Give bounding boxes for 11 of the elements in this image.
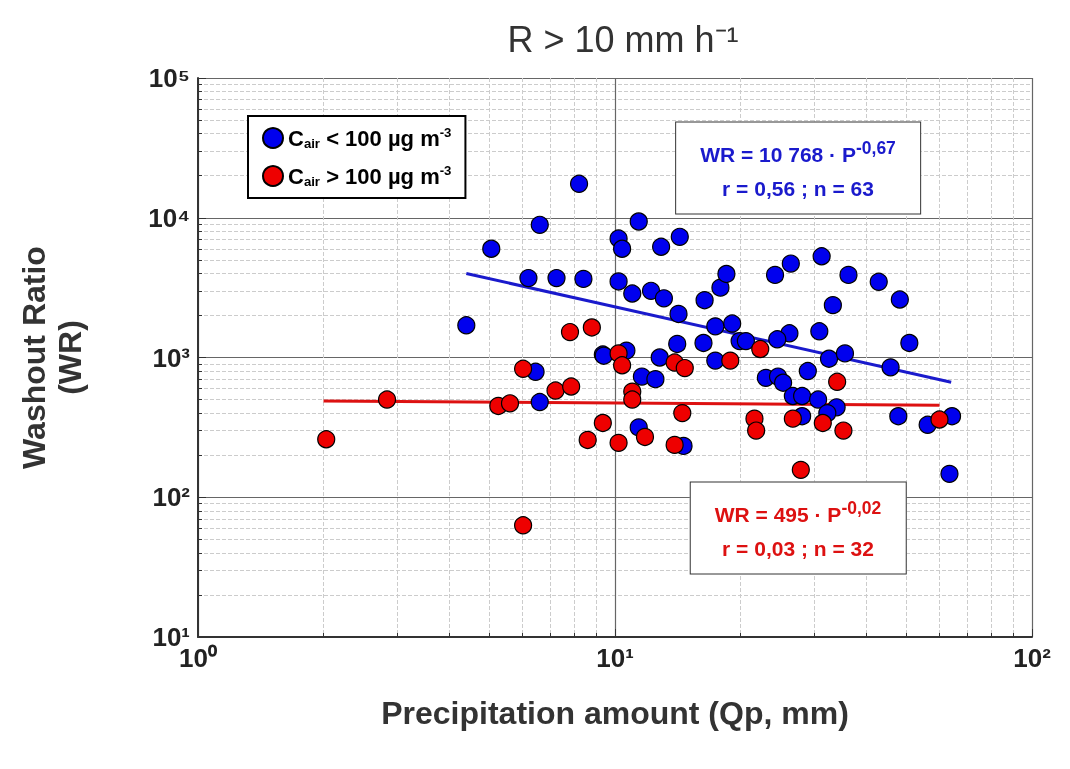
annotation: WR = 10 768 · P$^{-0,67}$ r = 0,56 ; n = 63 [700,136,896,202]
y-tick-label: 10² [152,482,191,513]
y-tick-label: 10⁵ [148,63,190,93]
y-tick-label: 10³ [152,342,191,373]
x-axis-title: Precipitation amount (Qp, mm) [381,695,849,731]
y-tick-label: 10⁴ [148,202,190,233]
chart-title: R > 10 mm h⁻¹ [507,18,739,60]
x-tick-label: 10¹ [596,643,634,673]
x-tick-label: 10² [1013,643,1052,673]
annotation: WR = 495 · P$^{-0,02}$ r = 0,03 ; n = 32 [714,496,882,562]
y-axis-title: Washout Ratio (WR) [16,246,88,469]
